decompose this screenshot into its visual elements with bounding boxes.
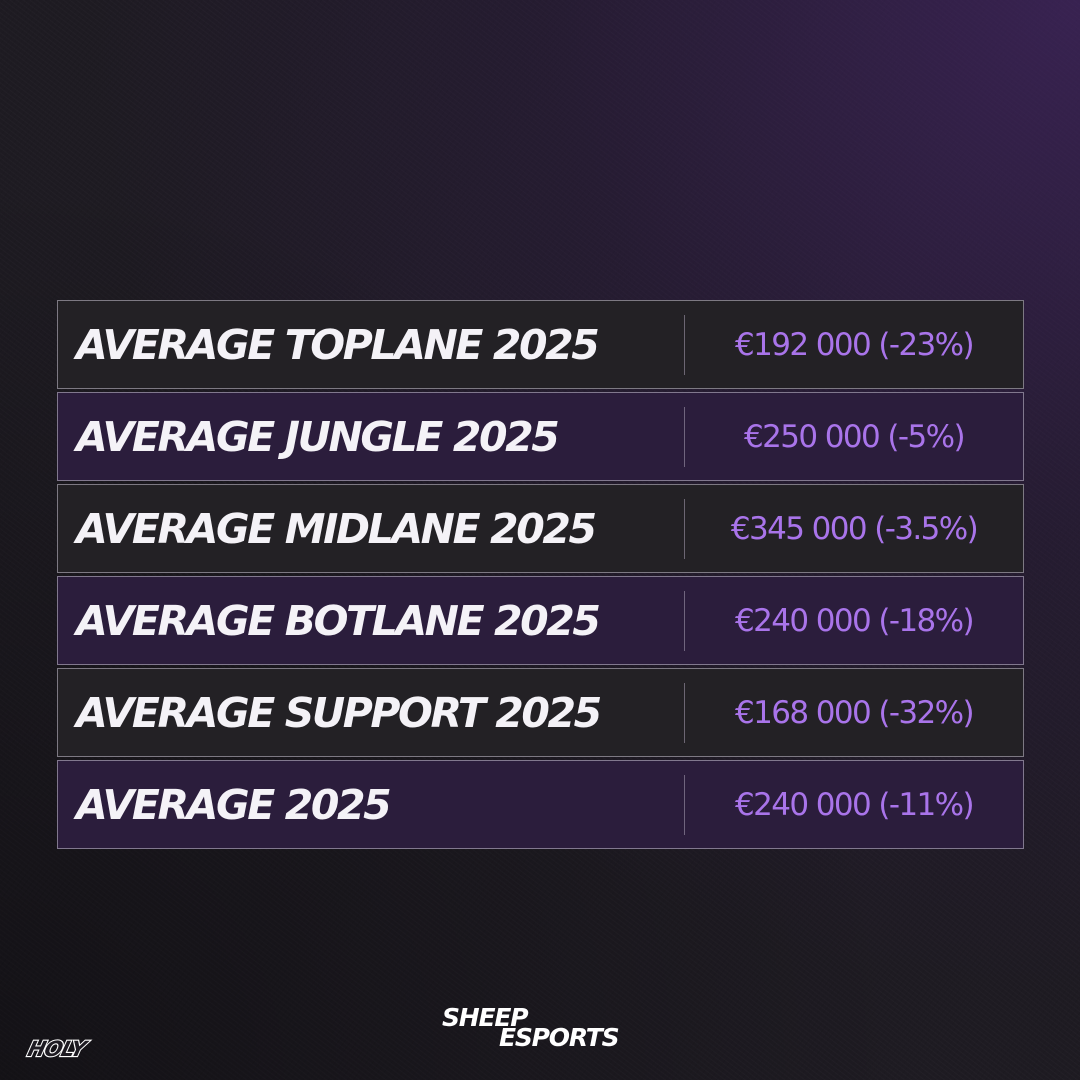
row-label: AVERAGE SUPPORT 2025 (76, 688, 602, 737)
brand-line2: ESPORTS (499, 1023, 620, 1052)
salary-table: AVERAGE TOPLANE 2025 €192 000 (-23%) AVE… (57, 300, 1024, 852)
table-row: AVERAGE TOPLANE 2025 €192 000 (-23%) (57, 300, 1024, 389)
row-divider (684, 499, 685, 559)
row-divider (684, 591, 685, 651)
row-label: AVERAGE 2025 (76, 780, 392, 829)
holy-logo-icon: HOLY HOLY (20, 1034, 120, 1064)
table-row: AVERAGE MIDLANE 2025 €345 000 (-3.5%) (57, 484, 1024, 573)
table-row: AVERAGE JUNGLE 2025 €250 000 (-5%) (57, 392, 1024, 481)
row-value: €192 000 (-23%) (734, 326, 975, 363)
table-row: AVERAGE 2025 €240 000 (-11%) (57, 760, 1024, 849)
table-row: AVERAGE SUPPORT 2025 €168 000 (-32%) (57, 668, 1024, 757)
row-label: AVERAGE BOTLANE 2025 (76, 596, 601, 645)
row-divider (684, 775, 685, 835)
row-value: €240 000 (-11%) (734, 786, 975, 823)
table-row: AVERAGE BOTLANE 2025 €240 000 (-18%) (57, 576, 1024, 665)
row-divider (684, 315, 685, 375)
row-value: €168 000 (-32%) (734, 694, 975, 731)
row-divider (684, 407, 685, 467)
row-value: €240 000 (-18%) (734, 602, 975, 639)
row-value: €345 000 (-3.5%) (730, 510, 979, 547)
row-value: €250 000 (-5%) (744, 418, 966, 455)
row-label: AVERAGE MIDLANE 2025 (76, 504, 597, 553)
row-label: AVERAGE JUNGLE 2025 (76, 412, 560, 461)
svg-text:HOLY: HOLY (25, 1037, 91, 1062)
sheep-esports-logo: SHEEP ESPORTS (442, 1003, 642, 1053)
brand-line1: SHEEP (442, 1003, 529, 1032)
svg-text:HOLY: HOLY (25, 1037, 91, 1062)
row-divider (684, 683, 685, 743)
row-label: AVERAGE TOPLANE 2025 (76, 320, 600, 369)
